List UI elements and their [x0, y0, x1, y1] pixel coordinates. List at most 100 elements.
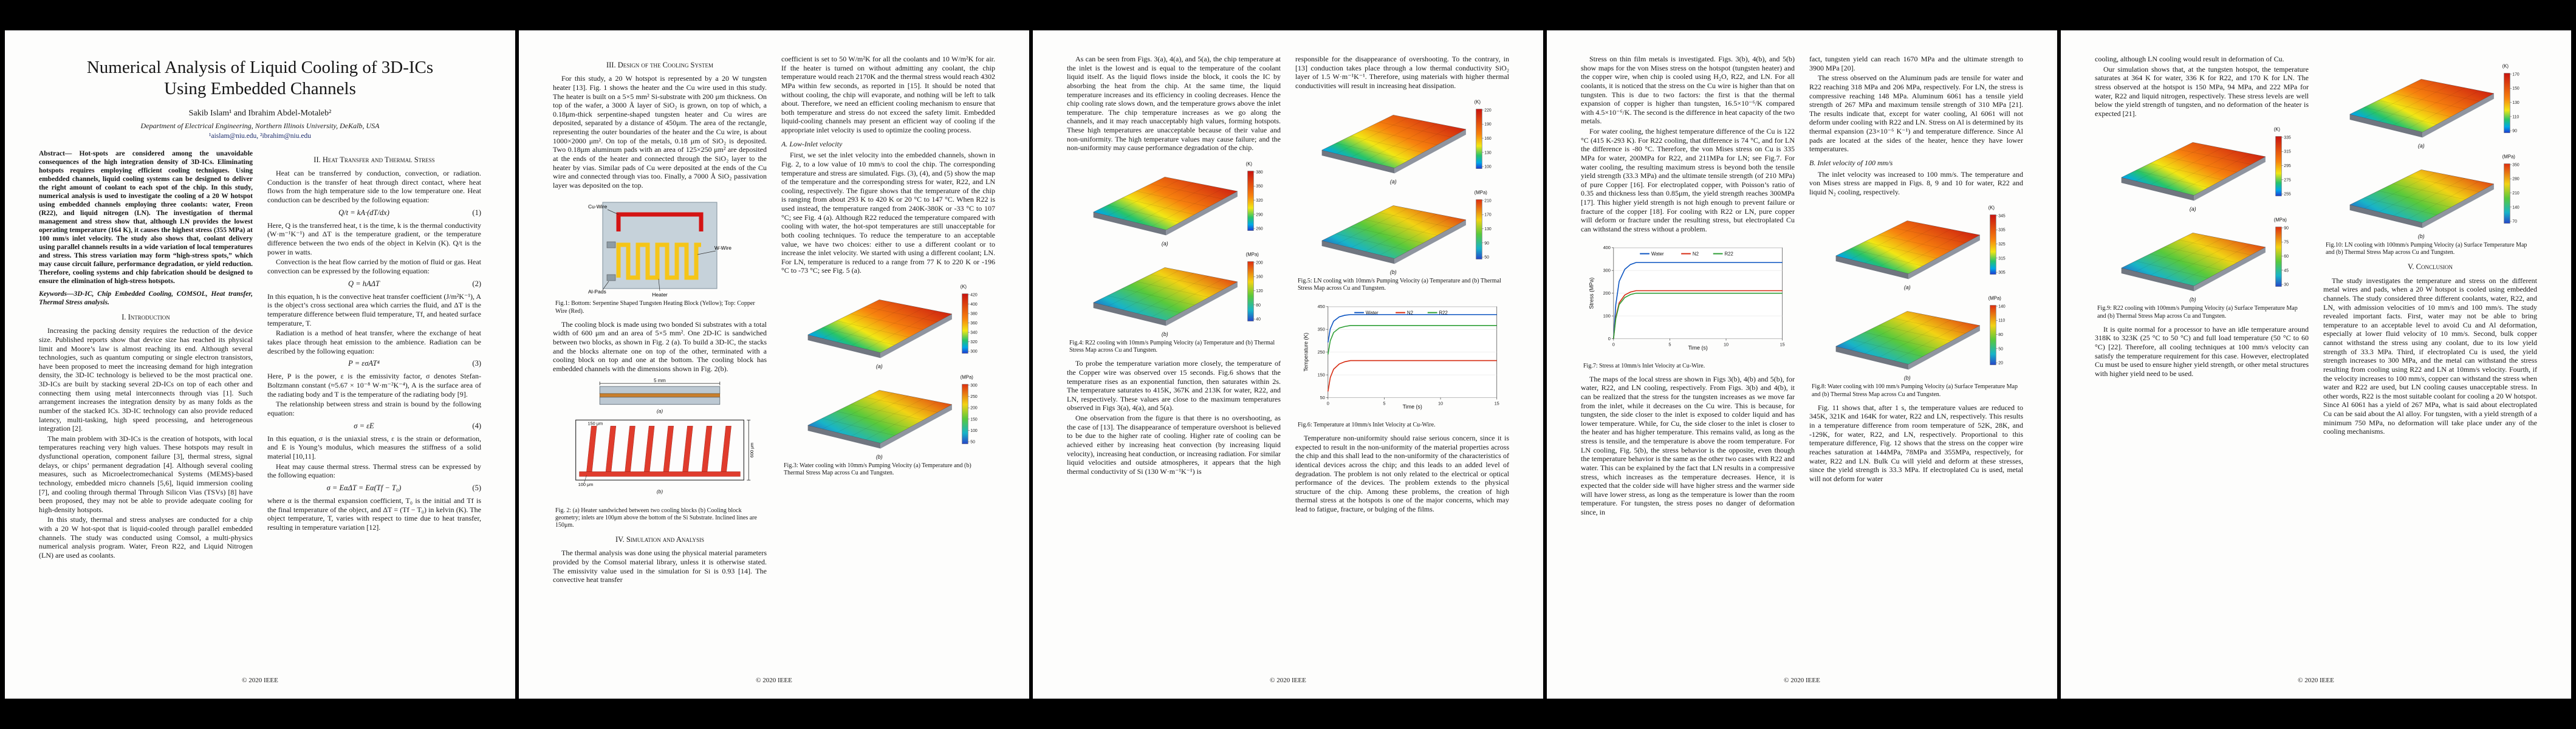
svg-text:(K): (K) — [1475, 99, 1481, 104]
svg-text:110: 110 — [1998, 319, 2005, 323]
svg-text:420: 420 — [970, 293, 978, 297]
paper-title: Numerical Analysis of Liquid Cooling of … — [86, 58, 434, 99]
surface-plot-temp: (K)220 190 160 130 100 (a) — [1321, 99, 1492, 185]
figure-fig10: (K) 170 150 130 110 90 (a) (MPa) 350 280 210 140 70(… — [2323, 59, 2537, 240]
svg-text:210: 210 — [2512, 191, 2519, 196]
section-heading: IV. Simulation and Analysis — [615, 535, 704, 544]
svg-text:90: 90 — [2512, 129, 2517, 134]
body-paragraph: Heat can be transferred by conduction, c… — [267, 169, 481, 204]
svg-text:(b): (b) — [2190, 296, 2196, 303]
line-chart: 50 150 250 350 450 0 5 10 15 Water N2 R22 Time (s) Te… — [1303, 304, 1499, 409]
svg-text:Time (s): Time (s) — [1403, 403, 1422, 409]
colorbar: (MPa) 300 250 200 150 100 50 — [961, 375, 978, 445]
svg-text:Water: Water — [1651, 251, 1664, 256]
svg-text:100 μm: 100 μm — [578, 482, 594, 487]
svg-text:360: 360 — [970, 321, 978, 326]
colorbar: (K)335 315 295 275 255 — [2274, 127, 2291, 197]
surface-3d — [1321, 205, 1467, 264]
svg-text:80: 80 — [1256, 303, 1261, 307]
svg-text:40: 40 — [1256, 317, 1261, 321]
svg-text:400: 400 — [1603, 245, 1611, 250]
page-2-columns: III. Design of the Cooling System For thi… — [553, 55, 995, 657]
figure-fig4: (K) 380 350 320 290 260 (a) (MPa) 200 160 120 80 40(… — [1067, 157, 1281, 338]
figure-fig7: 0 100 200 300 400 0 5 10 15 Water N2 R22 Time (s) Str… — [1581, 238, 1795, 361]
heater-diagram-svg: Cu-Wire W-Wire Al-Pads Heater — [588, 202, 731, 298]
figure-labels: Cu-Wire W-Wire Al-Pads Heater — [588, 204, 731, 298]
page-2: III. Design of the Cooling System For thi… — [519, 30, 1029, 699]
svg-text:350: 350 — [1256, 185, 1263, 189]
subsection-heading: B. Inlet velocity of 100 mm/s — [1809, 158, 1893, 167]
svg-text:(K): (K) — [2274, 127, 2281, 132]
equation: σ = εE (4) — [267, 422, 481, 431]
svg-text:350: 350 — [2512, 163, 2519, 167]
figure-fig6: 50 150 250 350 450 0 5 10 15 Water N2 R22 Time (s) Te… — [1295, 297, 1509, 420]
svg-text:100: 100 — [970, 429, 978, 433]
page-footer: © 2020 IEEE — [2298, 677, 2334, 684]
svg-text:R22: R22 — [1725, 251, 1733, 256]
svg-text:(a): (a) — [876, 363, 883, 369]
copper-wire — [616, 212, 704, 232]
surface-3d — [1321, 114, 1467, 173]
page-footer: © 2020 IEEE — [242, 677, 278, 684]
svg-text:Temperature (K): Temperature (K) — [1303, 332, 1309, 371]
svg-text:70: 70 — [2512, 220, 2517, 224]
svg-text:Al-Pads: Al-Pads — [588, 289, 606, 295]
svg-text:200: 200 — [1256, 261, 1263, 265]
svg-text:255: 255 — [2284, 193, 2291, 197]
page-4-column-2: fact, tungsten yield can reach 1670 MPa … — [1809, 55, 2023, 657]
colorbar: (K)220 190 160 130 100 — [1475, 99, 1492, 169]
body-paragraph: coefficient is set to 50 W/m²K for all t… — [781, 55, 995, 134]
figure-caption: Fig.4: R22 cooling with 10mm/s Pumping V… — [1069, 339, 1275, 354]
body-paragraph: Stress on thin film metals is investigat… — [1581, 55, 1795, 126]
page-2-column-1: III. Design of the Cooling System For thi… — [553, 55, 767, 657]
body-paragraph: The cooling block is made using two bond… — [553, 320, 767, 373]
svg-text:(MPa): (MPa) — [961, 375, 974, 380]
al-pads — [606, 242, 616, 281]
equation-body: Q/t = kA·(dT/dx) — [338, 208, 389, 217]
svg-text:(b): (b) — [1904, 375, 1911, 381]
svg-text:(K): (K) — [1989, 205, 1995, 211]
svg-text:(a): (a) — [1904, 284, 1911, 290]
svg-text:W-Wire: W-Wire — [714, 245, 731, 251]
svg-text:(b): (b) — [876, 454, 883, 460]
page-3-column-2: responsible for the disappearance of ove… — [1295, 55, 1509, 657]
body-paragraph: First, we set the inlet velocity into th… — [781, 151, 995, 275]
figure-fig9: (K) 335 315 295 275 255 (a) (MPa) 90 75 60 45 30 (b) — [2095, 122, 2309, 303]
svg-text:(a): (a) — [2418, 143, 2425, 149]
page-3: As can be seen from Figs. 3(a), 4(a), an… — [1033, 30, 1543, 699]
svg-text:190: 190 — [1484, 122, 1492, 126]
svg-text:305: 305 — [1998, 271, 2006, 275]
svg-text:220: 220 — [1484, 108, 1492, 112]
svg-text:150: 150 — [1318, 372, 1325, 377]
surface-3d — [807, 390, 953, 449]
svg-text:(K): (K) — [1246, 162, 1253, 167]
body-paragraph: Increasing the packing density requires … — [39, 326, 253, 433]
section-heading: III. Design of the Cooling System — [606, 61, 714, 69]
svg-text:315: 315 — [1998, 257, 2006, 261]
surface-3d — [1093, 176, 1238, 236]
figure-fig5: (K) 220 190 160 130 100 (a) (MPa) 210 170 130 90 50(… — [1295, 95, 1509, 276]
svg-text:315: 315 — [2284, 150, 2291, 154]
svg-text:380: 380 — [1256, 170, 1263, 174]
paper-header: Numerical Analysis of Liquid Cooling of … — [39, 57, 481, 140]
svg-text:210: 210 — [1484, 199, 1492, 203]
svg-text:600 μm: 600 μm — [749, 442, 755, 457]
paper-author-emails[interactable]: ¹aislam@niu.edu, ²ibrahim@niu.edu — [209, 132, 311, 140]
equation: P = εσAT⁴ (3) — [267, 359, 481, 368]
equation-number: (4) — [472, 421, 481, 430]
svg-text:(a): (a) — [657, 408, 663, 414]
page-4: Stress on thin film metals is investigat… — [1547, 30, 2057, 699]
figure-caption: Fig.10: LN cooling with 100mm/s Pumping … — [2326, 242, 2527, 256]
body-paragraph: One observation from the figure is that … — [1067, 414, 1281, 476]
equation-body: Q = hAΔT — [348, 279, 380, 288]
svg-text:30: 30 — [2284, 283, 2289, 287]
svg-text:5: 5 — [1383, 400, 1385, 406]
svg-text:(MPa): (MPa) — [2274, 217, 2287, 223]
body-paragraph: Radiation is a method of heat transfer, … — [267, 329, 481, 355]
svg-text:120: 120 — [1256, 289, 1263, 293]
svg-text:170: 170 — [1484, 213, 1492, 217]
svg-text:160: 160 — [1256, 275, 1263, 279]
colorbar: (MPa) 210 170 130 90 50 — [1475, 190, 1492, 259]
page-1-column-2: II. Heat Transfer and Thermal Stress Heat… — [267, 149, 481, 667]
page-4-columns: Stress on thin film metals is investigat… — [1581, 55, 2023, 657]
